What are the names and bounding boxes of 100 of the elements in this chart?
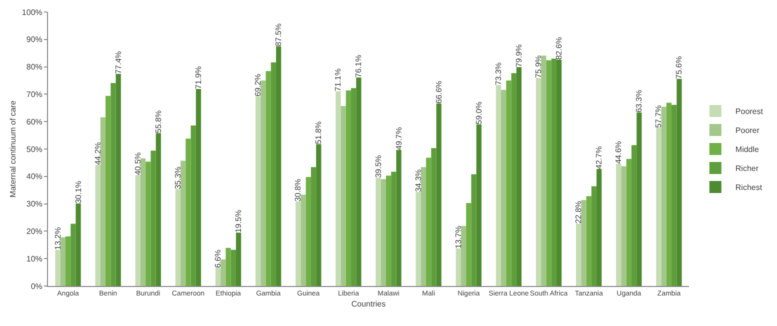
bar: [476, 124, 482, 286]
bar: [340, 106, 346, 286]
bar: [460, 226, 466, 286]
data-label: 59.0%: [474, 102, 484, 124]
y-tick-label: 0%: [30, 282, 42, 291]
data-label: 73.3%: [494, 62, 503, 86]
bar: [596, 169, 602, 286]
y-tick-label: 30%: [26, 200, 42, 209]
data-label: 49.7%: [394, 127, 404, 150]
data-label: 69.2%: [254, 74, 263, 96]
data-label: 35.3%: [173, 166, 182, 190]
data-label: 79.9%: [514, 44, 524, 68]
bar: [116, 74, 121, 286]
data-label: 55.8%: [154, 110, 163, 134]
bar: [270, 62, 276, 286]
bar: [380, 179, 386, 286]
bar: [676, 78, 682, 286]
bar: [656, 128, 662, 286]
data-label: 57.7%: [654, 105, 664, 128]
data-label: 30.8%: [294, 178, 303, 202]
legend-label: Poorest: [735, 107, 764, 116]
data-label: 77.4%: [114, 51, 123, 74]
bar: [110, 82, 116, 286]
bar: [541, 56, 546, 286]
data-label: 30.1%: [74, 180, 83, 204]
data-label: 76.1%: [354, 54, 364, 78]
bar: [60, 237, 66, 286]
bar: [256, 96, 261, 286]
data-label: 75.6%: [674, 56, 684, 79]
bar: [672, 104, 677, 286]
bar: [100, 117, 106, 286]
bar: [376, 178, 381, 286]
data-label: 19.5%: [234, 210, 244, 233]
bar: [636, 112, 642, 286]
y-tick-label: 20%: [26, 227, 42, 236]
data-label: 13.7%: [454, 226, 463, 248]
data-label: 34.3%: [414, 169, 423, 192]
bar: [266, 71, 271, 286]
bar: [496, 85, 502, 286]
bar: [70, 224, 76, 286]
bar: [426, 158, 432, 286]
bar: [95, 164, 100, 286]
bar: [536, 78, 542, 286]
data-label: 87.5%: [274, 24, 284, 46]
bar: [386, 176, 392, 286]
bar: [196, 88, 202, 286]
bar: [576, 224, 582, 286]
data-label: 63.3%: [634, 90, 644, 113]
data-label: 22.8%: [574, 200, 584, 224]
bar: [236, 232, 242, 286]
bar: [346, 90, 352, 286]
bar: [296, 202, 301, 286]
bar: [310, 167, 316, 286]
y-tick-label: 50%: [26, 144, 42, 154]
bar: [591, 186, 597, 286]
bar: [140, 158, 146, 286]
bar: [316, 144, 322, 286]
bar: [190, 125, 196, 286]
bar: [220, 259, 226, 286]
data-label: 75.9%: [534, 55, 544, 78]
data-label: 42.7%: [594, 146, 604, 169]
y-tick-label: 90%: [26, 35, 42, 44]
y-tick-label: 100%: [22, 8, 42, 17]
bar: [260, 80, 266, 286]
bar: [416, 192, 421, 286]
data-label: 82.6%: [554, 36, 564, 60]
bar: [106, 96, 111, 286]
data-label: 66.6%: [434, 80, 444, 104]
y-axis-title: Maternal continuum of care: [8, 100, 18, 198]
data-label: 71.1%: [334, 68, 343, 92]
legend-label: Richer: [735, 164, 759, 174]
data-label: 39.5%: [374, 155, 383, 178]
data-label: 6.6%: [214, 250, 223, 268]
bar: [135, 175, 140, 286]
bar: [180, 160, 186, 286]
bar: [516, 67, 522, 286]
bar: [506, 80, 512, 286]
y-tick-label: 80%: [26, 62, 42, 72]
data-label: 44.6%: [614, 141, 624, 164]
bar: [76, 204, 81, 286]
bar: [431, 148, 436, 286]
y-tick-label: 10%: [26, 254, 42, 264]
legend-label: Richest: [735, 183, 763, 192]
data-label: 44.2%: [93, 142, 102, 165]
bar: [546, 60, 552, 286]
bar: [215, 268, 221, 286]
bar: [356, 77, 362, 286]
bar: [175, 189, 181, 286]
bar: [276, 46, 282, 286]
bar: [420, 167, 426, 286]
legend-label: Poorer: [735, 126, 760, 136]
data-label: 71.9%: [194, 66, 203, 89]
bar: [226, 248, 231, 286]
bar: [511, 73, 516, 286]
bar: [456, 248, 461, 286]
bar: [436, 104, 442, 286]
bar: [581, 200, 586, 286]
bar: [230, 250, 236, 286]
bar: [586, 196, 592, 286]
x-axis-title: Countries: [351, 300, 386, 308]
